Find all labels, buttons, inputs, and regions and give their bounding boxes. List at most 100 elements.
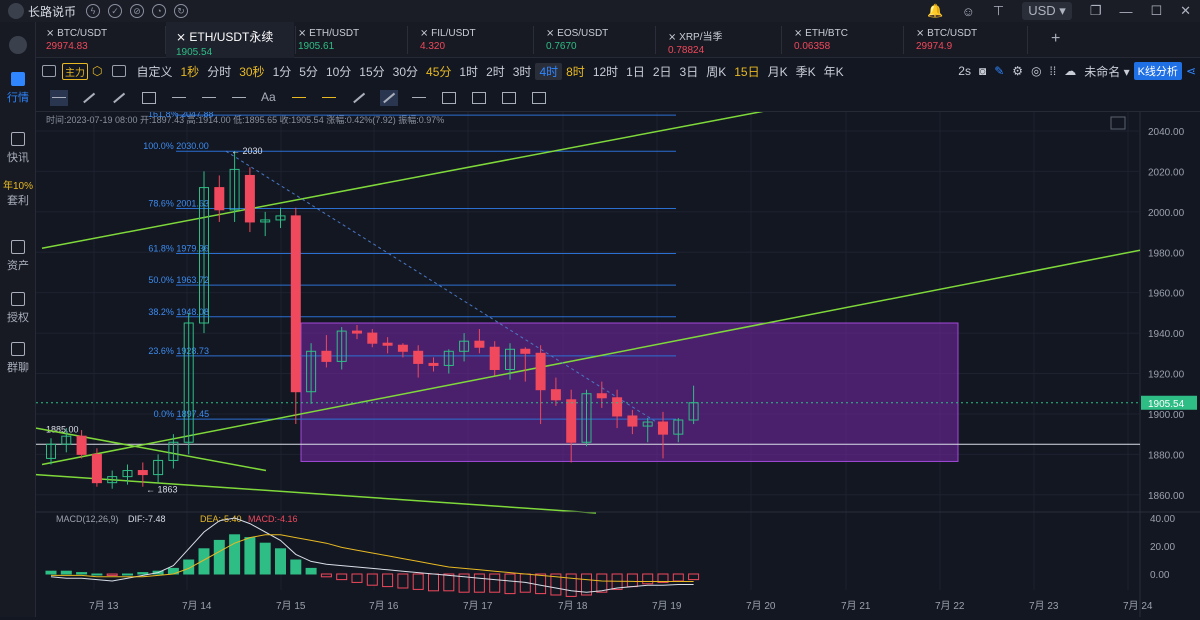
magnet-tool-icon[interactable] xyxy=(290,90,308,106)
add-tab-icon[interactable]: + xyxy=(1051,30,1061,47)
refresh-icon[interactable]: ↻ xyxy=(174,4,189,18)
interval-12[interactable]: 4时 xyxy=(535,62,563,80)
sidebar-badge: 年10% xyxy=(2,181,33,192)
tab-symbol: ⨯ BTC/USDT xyxy=(46,28,108,39)
interval-22[interactable]: 年K xyxy=(823,64,844,79)
fullscreen-icon[interactable] xyxy=(1110,116,1126,130)
calendar-icon[interactable] xyxy=(112,65,127,77)
interval-10[interactable]: 2时 xyxy=(486,64,505,79)
pencil-icon[interactable]: ✎ xyxy=(994,64,1005,78)
minimize-icon[interactable]: — xyxy=(1119,3,1133,19)
no-ads-icon[interactable]: ⊘ xyxy=(130,4,145,18)
layout-name[interactable]: 未命名 ▾ xyxy=(1084,64,1130,79)
sidebar-item-0[interactable]: 行情 xyxy=(0,72,36,105)
close-icon[interactable]: ✕ xyxy=(1180,3,1191,18)
interval-4[interactable]: 5分 xyxy=(299,64,318,79)
sidebar-item-1[interactable]: 快讯 xyxy=(0,132,36,165)
parallel-channel-tool-icon[interactable] xyxy=(110,90,128,106)
macd-dif-line xyxy=(50,517,694,593)
tab-6[interactable]: ⨯ ETH/BTC 0.06358 xyxy=(784,22,902,58)
magnet-strong-tool-icon[interactable] xyxy=(320,90,338,106)
wave-tool-icon[interactable] xyxy=(200,90,218,106)
share-icon[interactable]: ⋖ xyxy=(1185,64,1196,78)
target-icon[interactable]: ◎ xyxy=(1031,64,1042,78)
fib-label: 161.8% 2047.88 xyxy=(148,112,214,119)
measure-tool-icon[interactable] xyxy=(230,90,248,106)
hide-drawings-icon[interactable] xyxy=(410,90,428,106)
sidebar-item-2[interactable]: 年10% 套利 xyxy=(0,177,36,208)
candlestick-chart[interactable]: 2040.00 2020.00 2000.00 1980.00 1960.00 1940.… xyxy=(35,109,1200,617)
tab-5[interactable]: ⨯ XRP/当季 0.78824 xyxy=(658,22,780,58)
currency-select[interactable]: USD ▾ xyxy=(1022,2,1072,20)
interval-5[interactable]: 10分 xyxy=(325,64,352,79)
user-icon[interactable]: ☺ xyxy=(961,3,975,19)
rectangle-tool-icon[interactable] xyxy=(140,90,158,106)
grid-icon[interactable]: ⁞⁞ xyxy=(1049,64,1057,78)
interval-1[interactable]: 分时 xyxy=(207,64,232,79)
interval-16[interactable]: 2日 xyxy=(652,64,672,79)
tab-1[interactable]: ⨯ ETH/USDT永续 1905.54 xyxy=(166,22,294,58)
candle-body xyxy=(229,168,240,211)
interval-14[interactable]: 12时 xyxy=(592,64,619,79)
interval-7[interactable]: 30分 xyxy=(392,64,419,79)
trash-icon[interactable] xyxy=(530,90,548,106)
interval-3[interactable]: 1分 xyxy=(272,64,292,79)
kline-analysis-button[interactable]: K线分析 xyxy=(1133,62,1182,80)
hexagon-icon[interactable]: ⬡ xyxy=(92,64,103,78)
interval-15[interactable]: 1日 xyxy=(626,64,645,79)
interval-2[interactable]: 30秒 xyxy=(239,64,265,79)
drawing-toolbar: Aa xyxy=(36,84,1200,112)
tab-4[interactable]: ⨯ EOS/USDT 0.7670 xyxy=(536,22,654,58)
trendline-tool-icon[interactable] xyxy=(80,90,98,106)
macd-bar xyxy=(259,542,271,575)
current-price: 1905.54 xyxy=(1148,399,1185,410)
cloud-icon[interactable]: ☁ xyxy=(1064,64,1077,78)
maximize-icon[interactable]: ☐ xyxy=(1150,3,1163,18)
interval-18[interactable]: 周K xyxy=(706,64,727,79)
macd-bar xyxy=(688,573,700,581)
restore-window-icon[interactable]: ❐ xyxy=(1089,3,1102,18)
chart-area[interactable]: 2040.00 2020.00 2000.00 1980.00 1960.00 1940.… xyxy=(35,109,1200,617)
trendline-down-2 xyxy=(35,473,597,514)
custom-interval[interactable]: 自定义 xyxy=(136,64,173,79)
interval-0[interactable]: 1秒 xyxy=(180,64,200,79)
copy-icon[interactable] xyxy=(470,90,488,106)
candle-body xyxy=(505,348,515,370)
tshirt-icon[interactable]: ⊤ xyxy=(992,3,1005,18)
interval-20[interactable]: 月K xyxy=(767,64,788,79)
sidebar-item-4[interactable]: 授权 xyxy=(0,292,36,325)
interval-19[interactable]: 15日 xyxy=(734,64,760,79)
camera-icon[interactable]: ◙ xyxy=(978,64,987,78)
compass-icon[interactable]: ◔ xyxy=(152,4,167,18)
fib-tool-icon[interactable] xyxy=(170,90,188,106)
screen-icon[interactable] xyxy=(42,65,56,77)
ruler-tool-icon[interactable] xyxy=(350,90,368,106)
main-chart-toggle[interactable]: 主力 xyxy=(62,62,88,80)
sidebar-item-3[interactable]: 资产 xyxy=(0,240,36,273)
interval-8[interactable]: 45分 xyxy=(426,64,452,79)
tab-2[interactable]: ⨯ ETH/USDT 1905.61 xyxy=(288,22,406,58)
macd-bar xyxy=(443,573,455,592)
interval-9[interactable]: 1时 xyxy=(459,64,479,79)
interval-11[interactable]: 3时 xyxy=(512,64,532,79)
tab-7[interactable]: ⨯ BTC/USDT 29974.9 xyxy=(906,22,1026,58)
lightning-icon[interactable]: ϟ xyxy=(86,4,101,18)
interval-17[interactable]: 3日 xyxy=(679,64,699,79)
interval-13[interactable]: 8时 xyxy=(566,64,585,79)
refresh-rate[interactable]: 2s xyxy=(958,64,971,78)
paste-icon[interactable] xyxy=(500,90,518,106)
sidebar-item-5[interactable]: 群聊 xyxy=(0,342,36,375)
text-tool-icon[interactable]: Aa xyxy=(261,89,276,104)
interval-21[interactable]: 季K xyxy=(795,64,816,79)
tab-price: 4.320 xyxy=(420,41,446,52)
lock-icon[interactable] xyxy=(440,90,458,106)
bell-icon[interactable]: 🔔 xyxy=(927,3,944,18)
shield-icon[interactable]: ✓ xyxy=(108,4,123,18)
lock-draw-tool-icon[interactable] xyxy=(380,89,398,106)
crosshair-tool-icon[interactable] xyxy=(50,89,68,106)
tab-3[interactable]: ⨯ FIL/USDT 4.320 xyxy=(410,22,532,58)
interval-6[interactable]: 15分 xyxy=(359,64,385,79)
settings-icon[interactable]: ⚙ xyxy=(1012,64,1024,78)
tab-0[interactable]: ⨯ BTC/USDT 29974.83 xyxy=(36,22,164,58)
tab-price: 0.06358 xyxy=(794,41,831,52)
